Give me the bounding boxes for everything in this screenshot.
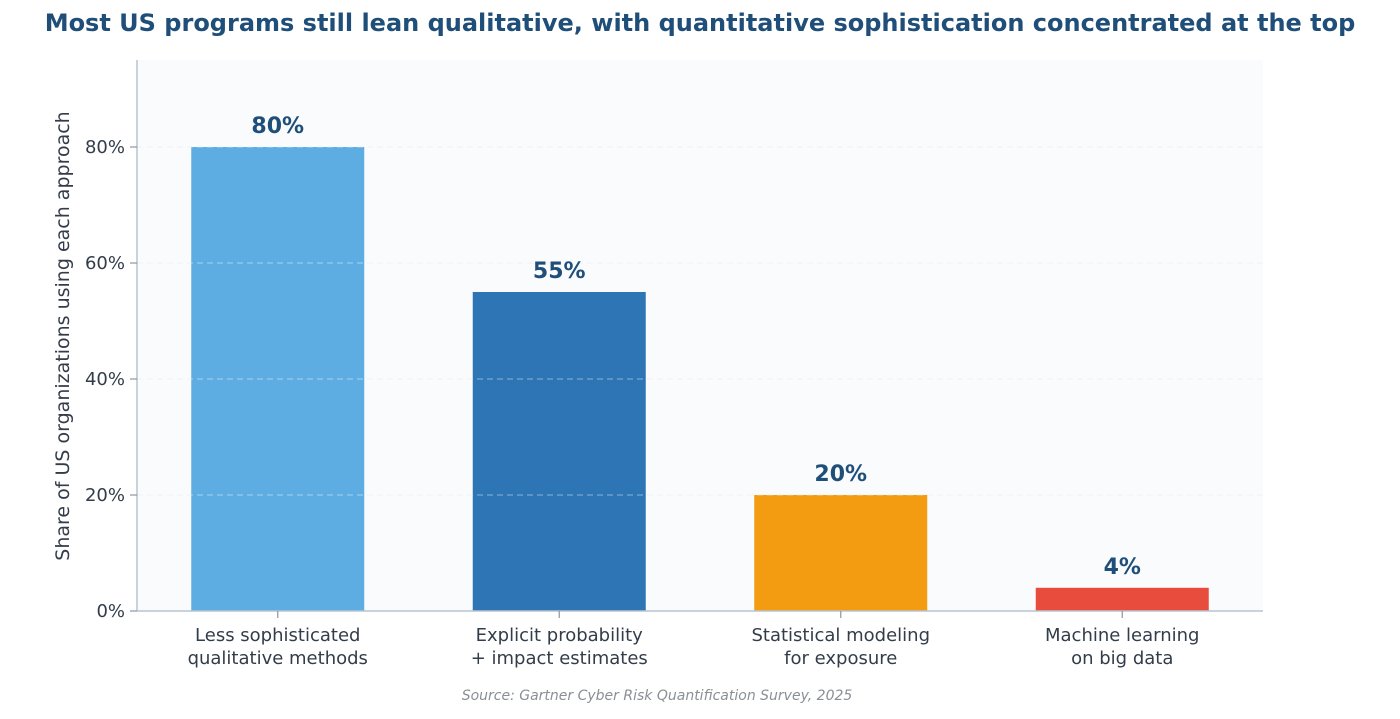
- grid-lines: [137, 146, 1263, 496]
- y-axis-title: Share of US organizations using each app…: [52, 111, 74, 560]
- x-tick-label: + impact estimates: [471, 648, 648, 669]
- bar: [191, 147, 365, 611]
- data-label: 55%: [533, 259, 586, 284]
- bars: [191, 147, 1209, 611]
- y-tick-label: 80%: [85, 137, 125, 158]
- bar: [754, 495, 928, 611]
- x-tick-label: Machine learning: [1045, 625, 1200, 646]
- x-tick-label: qualitative methods: [188, 648, 368, 669]
- x-tick-label: Statistical modeling: [751, 625, 930, 646]
- y-tick-label: 20%: [85, 485, 125, 506]
- x-tick-label: for exposure: [784, 648, 897, 669]
- data-label: 4%: [1104, 555, 1141, 580]
- value-labels: 80% 55% 20% 4%: [251, 114, 1141, 580]
- chart-title: Most US programs still lean qualitative,…: [44, 9, 1356, 37]
- source-note: Source: Gartner Cyber Risk Quantificatio…: [461, 688, 853, 704]
- y-tick-label: 0%: [96, 601, 125, 622]
- y-tick-label: 40%: [85, 369, 125, 390]
- data-label: 80%: [251, 114, 304, 139]
- y-tick-label: 60%: [85, 253, 125, 274]
- x-tick-label: on big data: [1071, 648, 1173, 669]
- x-tick-label: Explicit probability: [476, 625, 644, 646]
- bar: [472, 292, 646, 611]
- data-label: 20%: [814, 462, 867, 487]
- grid-overlay: [137, 146, 1263, 496]
- y-ticks: 0% 20% 40% 60% 80%: [85, 137, 137, 622]
- x-tick-label: Less sophisticated: [195, 625, 360, 646]
- bar: [1035, 587, 1209, 611]
